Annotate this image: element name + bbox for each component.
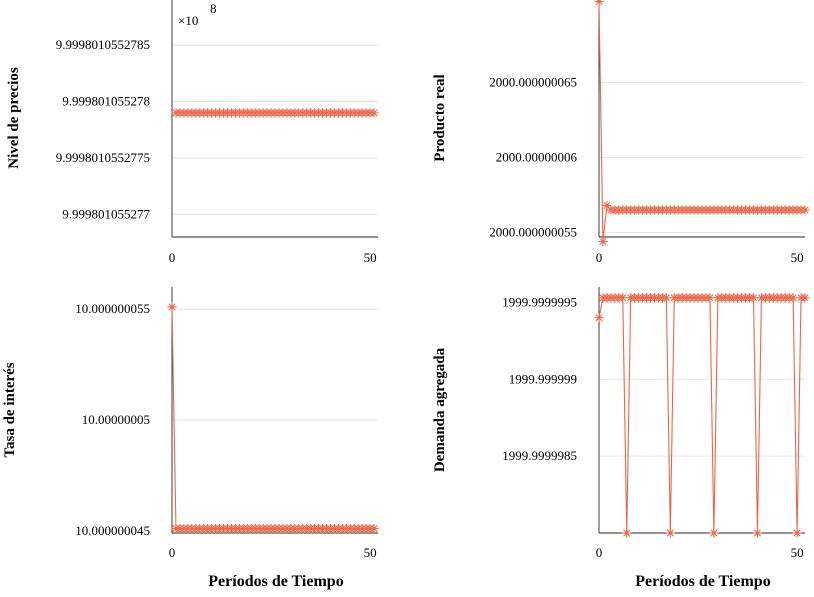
data-point (665, 528, 675, 538)
exponent-multiplier: ×10 (178, 13, 198, 28)
data-point (594, 313, 604, 323)
data-point (594, 0, 604, 7)
y-tick-label: 9.9998010552775 (56, 150, 150, 165)
data-point (167, 302, 177, 312)
y-axis-label: Nivel de precios (6, 67, 22, 169)
y-tick-label: 9.999801055277 (62, 206, 150, 221)
panel-nivel-de-precios: ×10 8 9.999801055277 9.9998010552775 9.999… (6, 0, 379, 265)
series-line (171, 306, 375, 530)
x-tick-label: 0 (169, 250, 176, 265)
y-tick-label: 10.00000005 (82, 412, 150, 427)
y-axis-label: Producto real (432, 74, 448, 161)
x-axis-label-left: Períodos de Tiempo (208, 573, 343, 590)
data-point (788, 293, 798, 303)
data-point (618, 293, 628, 303)
y-axis-label: Demanda agregada (432, 347, 448, 472)
y-tick-label: 9.999801055278 (62, 93, 150, 108)
data-point (705, 293, 715, 303)
data-point (661, 293, 671, 303)
panel-tasa-de-interes: 10.000000045 10.00000005 10.000000055 0 50 Ta… (2, 287, 379, 560)
y-tick-label: 2000.000000065 (489, 74, 577, 89)
y-tick-label: 1999.999999 (509, 371, 577, 386)
panel-producto-real: 2000.000000055 2000.00000006 2000.00000006… (432, 0, 810, 265)
x-axis-label-right: Períodos de Tiempo (635, 573, 770, 590)
data-point (602, 200, 612, 211)
data-point (369, 108, 379, 118)
y-tick-label: 10.000000055 (75, 301, 150, 316)
data-point (800, 205, 810, 215)
x-tick-label: 0 (169, 545, 176, 560)
y-tick-label: 9.9998010552785 (56, 37, 150, 52)
y-axis-label: Tasa de interés (2, 362, 18, 457)
y-tick-label: 2000.00000006 (496, 149, 578, 164)
panel-demanda-agregada: 1999.9999985 1999.999999 1999.9999995 0 50 De… (432, 287, 810, 560)
x-tick-label: 50 (364, 545, 377, 560)
series-line (598, 297, 805, 534)
x-tick-label: 0 (596, 545, 603, 560)
y-tick-label: 1999.9999995 (502, 294, 577, 309)
x-tick-label: 50 (364, 250, 377, 265)
data-point (800, 293, 810, 303)
data-point (598, 236, 608, 247)
x-tick-label: 50 (791, 250, 804, 265)
data-point (748, 293, 759, 303)
y-tick-label: 1999.9999985 (502, 448, 577, 463)
y-tick-label: 10.000000045 (75, 523, 150, 538)
data-point (752, 528, 763, 538)
exponent-value: 8 (210, 1, 217, 16)
data-point (709, 528, 719, 538)
x-tick-label: 0 (596, 250, 603, 265)
x-tick-label: 50 (791, 545, 804, 560)
data-point (792, 528, 802, 538)
data-point (369, 523, 379, 534)
y-tick-label: 2000.000000055 (489, 224, 577, 239)
data-point (622, 528, 632, 538)
